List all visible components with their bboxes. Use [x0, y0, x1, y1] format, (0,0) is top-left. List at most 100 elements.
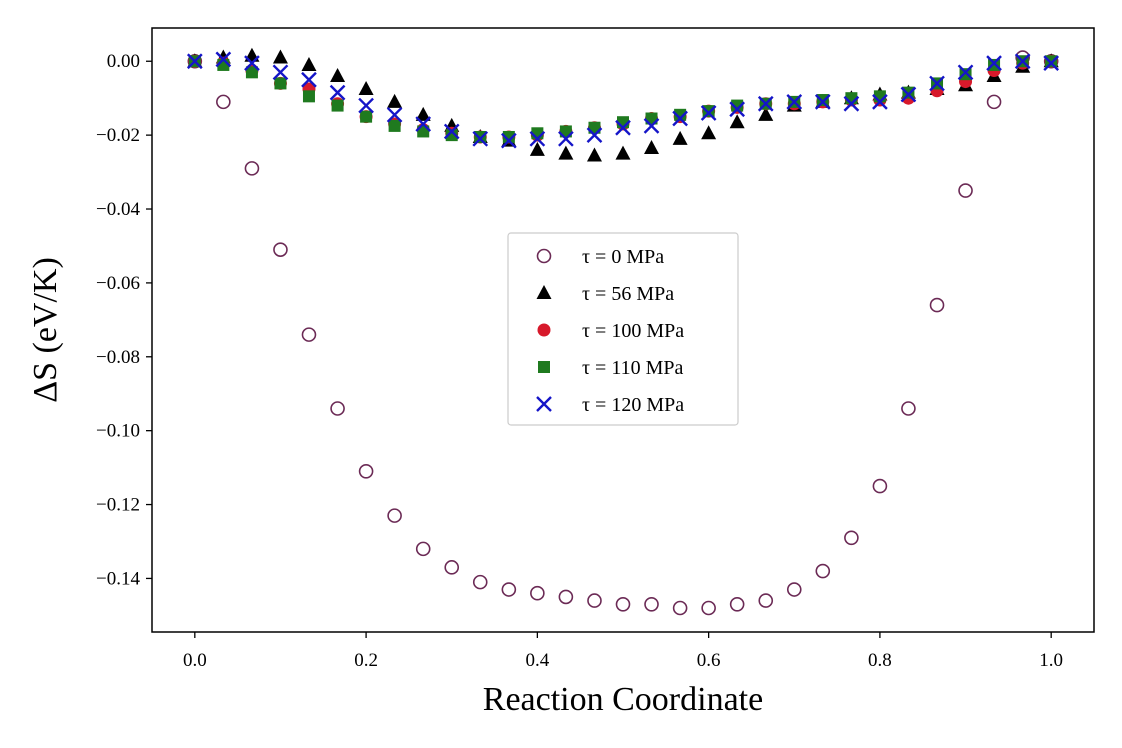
data-point-series-3-12 [531, 127, 544, 140]
x-axis-ticks: 0.0 0.2 0.4 0.6 0.8 1.0 [183, 632, 1063, 671]
legend-label-3: τ = 110 MPa [582, 357, 683, 379]
data-point-series-0-18 [701, 600, 716, 616]
y-tick-label: −0.12 [96, 495, 140, 516]
data-point-series-4-1 [215, 51, 232, 68]
legend-marker-2 [537, 323, 551, 337]
data-point-series-3-7 [388, 119, 401, 132]
data-points-layer [186, 47, 1060, 616]
y-tick-label: 0.00 [107, 51, 140, 72]
data-point-series-3-5 [331, 99, 344, 112]
data-point-series-4-29 [1014, 53, 1031, 70]
data-point-series-0-15 [615, 596, 631, 612]
data-point-series-3-22 [816, 94, 829, 107]
data-point-series-3-18 [702, 105, 715, 118]
data-point-series-4-28 [986, 55, 1002, 71]
data-point-series-4-2 [244, 55, 260, 71]
data-point-series-0-1 [216, 94, 231, 110]
data-point-series-0-16 [644, 596, 659, 612]
data-point-series-4-20 [757, 95, 774, 112]
data-point-series-4-4 [301, 71, 317, 88]
data-point-series-0-21 [786, 582, 802, 597]
data-point-series-4-24 [872, 94, 888, 110]
data-point-series-4-27 [957, 64, 974, 81]
data-point-series-1-4 [301, 56, 317, 71]
data-point-series-4-22 [814, 94, 831, 110]
data-point-series-4-3 [272, 64, 289, 81]
data-point-series-3-3 [274, 77, 287, 90]
data-point-series-0-10 [472, 574, 488, 590]
data-point-series-0-2 [244, 161, 260, 176]
legend-marker-1 [536, 285, 552, 299]
data-point-series-0-12 [530, 585, 545, 601]
data-point-series-0-8 [415, 541, 431, 557]
y-tick-label: −0.06 [96, 273, 140, 294]
data-point-series-3-27 [959, 68, 972, 81]
x-tick-label: 0.8 [868, 650, 892, 671]
legend-marker-4 [536, 396, 552, 412]
data-point-series-1-12 [529, 141, 545, 156]
legend: τ = 0 MPa τ = 56 MPa τ = 100 MPa τ = 110 MP… [507, 232, 739, 426]
data-point-series-0-6 [358, 464, 374, 479]
data-point-series-0-20 [758, 593, 774, 608]
legend-marker-3 [538, 361, 550, 373]
data-point-series-4-5 [329, 84, 346, 101]
data-point-series-0-25 [901, 401, 916, 416]
data-point-series-1-3 [272, 49, 288, 64]
data-point-series-1-20 [758, 106, 774, 121]
data-point-series-1-8 [415, 106, 431, 121]
data-point-series-3-19 [731, 99, 744, 112]
data-point-series-0-7 [387, 508, 402, 523]
data-point-series-1-7 [387, 93, 403, 108]
data-point-series-4-10 [472, 130, 489, 147]
data-point-series-4-19 [729, 101, 746, 118]
data-point-series-4-15 [615, 119, 631, 136]
data-point-series-3-25 [902, 86, 915, 99]
data-point-series-3-28 [988, 58, 1001, 71]
data-point-series-0-14 [587, 593, 602, 608]
data-point-series-0-22 [815, 563, 831, 579]
data-point-series-4-18 [700, 105, 717, 121]
data-point-series-1-18 [701, 125, 717, 140]
data-point-series-1-19 [729, 114, 745, 129]
data-point-series-4-16 [643, 118, 660, 134]
plot-area-frame [151, 27, 1095, 633]
data-point-series-0-26 [929, 297, 945, 313]
data-point-series-4-7 [386, 106, 403, 123]
data-point-series-0-24 [872, 478, 888, 494]
data-point-series-0-3 [273, 242, 288, 257]
data-point-series-3-10 [474, 130, 487, 143]
data-point-series-4-23 [843, 95, 860, 112]
data-point-series-0-4 [301, 327, 317, 342]
data-point-series-3-17 [674, 108, 687, 121]
y-tick-label: −0.08 [96, 347, 140, 368]
legend-label-2: τ = 100 MPa [582, 320, 684, 342]
x-axis-title: Reaction Coordinate [483, 681, 763, 718]
legend-marker-0 [536, 248, 552, 264]
data-point-series-4-17 [672, 110, 688, 127]
data-point-series-1-17 [672, 130, 688, 145]
data-point-series-0-11 [501, 582, 517, 597]
x-tick-label: 0.4 [525, 650, 549, 671]
data-point-series-4-12 [529, 130, 546, 147]
x-tick-label: 0.0 [183, 650, 207, 671]
data-point-series-1-2 [244, 47, 260, 62]
data-point-series-4-11 [500, 132, 517, 149]
legend-label-0: τ = 0 MPa [582, 246, 664, 268]
data-point-series-4-6 [358, 97, 374, 114]
x-tick-label: 1.0 [1039, 650, 1063, 671]
legend-entries: τ = 0 MPa τ = 56 MPa τ = 100 MPa τ = 110 MP… [536, 246, 684, 416]
data-point-series-3-30 [1045, 55, 1058, 68]
x-tick-label: 0.6 [697, 650, 721, 671]
legend-label-4: τ = 120 MPa [582, 394, 684, 416]
data-point-series-0-27 [958, 183, 973, 198]
data-point-series-1-6 [358, 80, 374, 95]
data-point-series-3-11 [502, 130, 515, 143]
y-axis-ticks: 0.00 −0.02 −0.04 −0.06 −0.08 −0.10 −0.12 −0.14 [96, 51, 152, 589]
data-point-series-3-9 [445, 129, 458, 142]
data-point-series-1-5 [330, 68, 346, 83]
legend-box [507, 232, 739, 426]
y-tick-label: −0.10 [96, 421, 140, 442]
y-tick-label: −0.04 [96, 199, 140, 220]
data-point-series-3-4 [302, 90, 315, 103]
